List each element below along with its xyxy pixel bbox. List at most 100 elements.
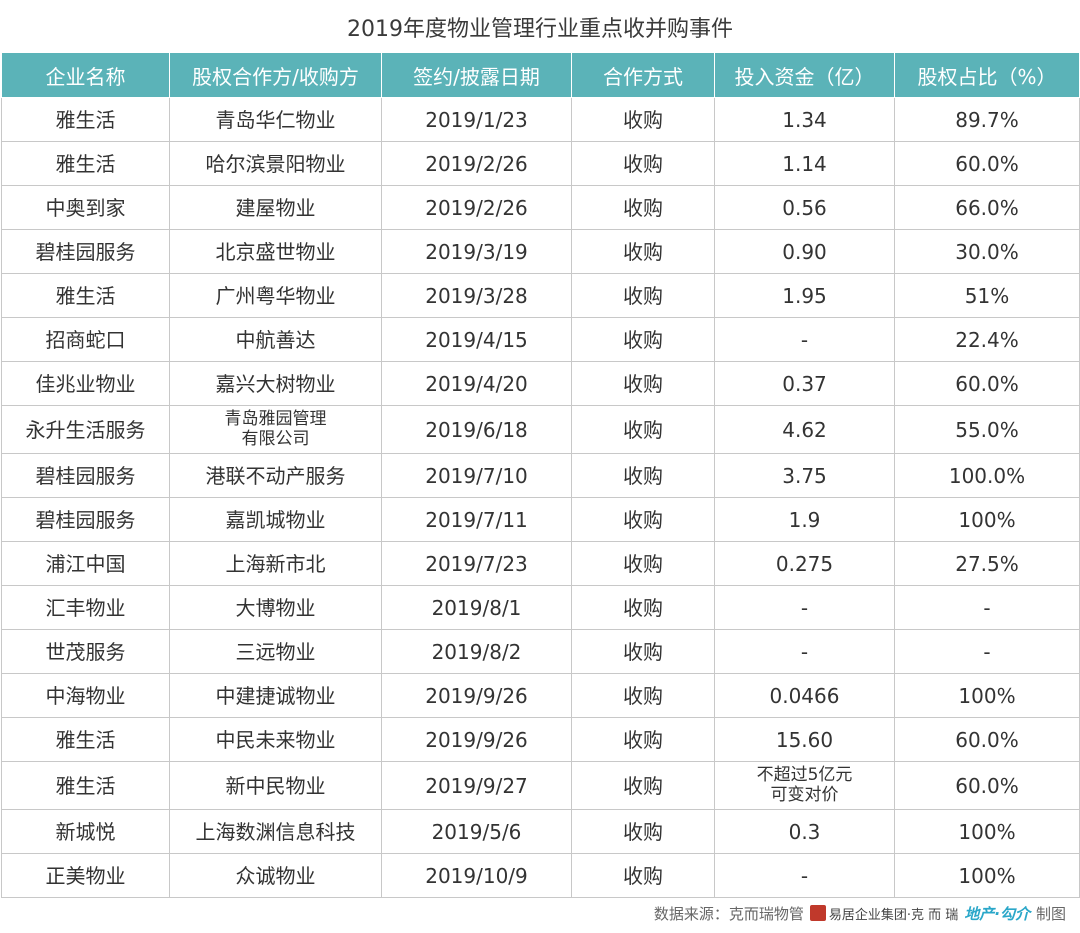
cell-date: 2019/2/26 <box>381 141 572 186</box>
table-row: 新城悦 上海数渊信息科技 2019/5/6 收购 0.3 100% <box>1 809 1080 854</box>
cell-date: 2019/9/26 <box>381 717 572 762</box>
footer: 数据来源：克而瑞物管 易居企业集团·克 而 瑞 地产·勾介 制图 <box>0 898 1080 928</box>
cell-investment: 0.0466 <box>714 673 895 718</box>
cell-equity: 100% <box>894 853 1080 898</box>
table-row: 雅生活 广州粤华物业 2019/3/28 收购 1.95 51% <box>1 273 1080 318</box>
cell-date: 2019/2/26 <box>381 185 572 230</box>
cell-date: 2019/3/19 <box>381 229 572 274</box>
cell-company: 碧桂园服务 <box>1 497 170 542</box>
cell-date: 2019/4/20 <box>381 361 572 406</box>
cell-investment: 0.3 <box>714 809 895 854</box>
cell-equity: 100% <box>894 809 1080 854</box>
cell-company: 永升生活服务 <box>1 405 170 454</box>
table-row: 雅生活 新中民物业 2019/9/27 收购 不超过5亿元 可变对价 60.0% <box>1 761 1080 810</box>
cell-method: 收购 <box>571 761 715 810</box>
cell-company: 新城悦 <box>1 809 170 854</box>
cell-partner: 广州粤华物业 <box>169 273 382 318</box>
cell-equity: 100% <box>894 497 1080 542</box>
table-row: 碧桂园服务 北京盛世物业 2019/3/19 收购 0.90 30.0% <box>1 229 1080 274</box>
cell-company: 雅生活 <box>1 273 170 318</box>
cell-company: 碧桂园服务 <box>1 453 170 498</box>
cell-investment: - <box>714 629 895 674</box>
table-row: 碧桂园服务 嘉凯城物业 2019/7/11 收购 1.9 100% <box>1 497 1080 542</box>
cell-investment: 1.9 <box>714 497 895 542</box>
cell-equity: 51% <box>894 273 1080 318</box>
cell-date: 2019/4/15 <box>381 317 572 362</box>
cell-equity: 89.7% <box>894 97 1080 142</box>
cell-company: 佳兆业物业 <box>1 361 170 406</box>
table-row: 世茂服务 三远物业 2019/8/2 收购 - - <box>1 629 1080 674</box>
cell-equity: 100.0% <box>894 453 1080 498</box>
cell-date: 2019/9/26 <box>381 673 572 718</box>
cell-equity: 60.0% <box>894 761 1080 810</box>
cric-logo: 易居企业集团·克 而 瑞 <box>809 904 959 923</box>
cell-method: 收购 <box>571 317 715 362</box>
cell-method: 收购 <box>571 405 715 454</box>
cell-partner: 青岛雅园管理 有限公司 <box>169 405 382 454</box>
cell-investment: 4.62 <box>714 405 895 454</box>
cell-partner: 中建捷诚物业 <box>169 673 382 718</box>
cell-investment: - <box>714 585 895 630</box>
cric-logo-icon <box>809 905 826 921</box>
cell-date: 2019/7/10 <box>381 453 572 498</box>
cell-method: 收购 <box>571 497 715 542</box>
cell-method: 收购 <box>571 853 715 898</box>
cell-method: 收购 <box>571 141 715 186</box>
cell-company: 正美物业 <box>1 853 170 898</box>
header-method: 合作方式 <box>571 52 715 98</box>
cell-method: 收购 <box>571 361 715 406</box>
header-equity: 股权占比（%） <box>894 52 1080 98</box>
cell-partner: 建屋物业 <box>169 185 382 230</box>
table-row: 正美物业 众诚物业 2019/10/9 收购 -100% <box>1 853 1080 898</box>
cell-partner: 哈尔滨景阳物业 <box>169 141 382 186</box>
cell-equity: 55.0% <box>894 405 1080 454</box>
cell-method: 收购 <box>571 717 715 762</box>
cric-logo-text: 易居企业集团·克 而 瑞 <box>828 907 959 923</box>
header-investment: 投入资金（亿） <box>714 52 895 98</box>
cell-investment: 3.75 <box>714 453 895 498</box>
cell-method: 收购 <box>571 453 715 498</box>
cell-equity: 60.0% <box>894 717 1080 762</box>
table-row: 汇丰物业 大博物业 2019/8/1 收购 - - <box>1 585 1080 630</box>
cell-date: 2019/10/9 <box>381 853 572 898</box>
cell-equity: 60.0% <box>894 141 1080 186</box>
table-row: 雅生活 哈尔滨景阳物业 2019/2/26 收购 1.14 60.0% <box>1 141 1080 186</box>
cell-partner: 大博物业 <box>169 585 382 630</box>
cell-partner: 北京盛世物业 <box>169 229 382 274</box>
cell-partner: 中民未来物业 <box>169 717 382 762</box>
cell-method: 收购 <box>571 273 715 318</box>
cell-method: 收购 <box>571 585 715 630</box>
cell-partner: 青岛华仁物业 <box>169 97 382 142</box>
cell-date: 2019/8/1 <box>381 585 572 630</box>
table-row: 招商蛇口 中航善达 2019/4/15 收购 -22.4% <box>1 317 1080 362</box>
cell-company: 招商蛇口 <box>1 317 170 362</box>
cell-company: 雅生活 <box>1 97 170 142</box>
cell-partner: 中航善达 <box>169 317 382 362</box>
footer-suffix: 制图 <box>1035 904 1066 923</box>
table-row: 中奥到家 建屋物业 2019/2/26 收购 0.56 66.0% <box>1 185 1080 230</box>
table-row: 中海物业 中建捷诚物业 2019/9/26 收购 0.0466 100% <box>1 673 1080 718</box>
cell-company: 中海物业 <box>1 673 170 718</box>
table-title: 2019年度物业管理行业重点收并购事件 <box>347 17 733 42</box>
cell-method: 收购 <box>571 185 715 230</box>
cell-method: 收购 <box>571 97 715 142</box>
cell-investment: - <box>714 853 895 898</box>
cell-method: 收购 <box>571 541 715 586</box>
cell-investment: 1.14 <box>714 141 895 186</box>
cell-equity: 27.5% <box>894 541 1080 586</box>
cell-company: 浦江中国 <box>1 541 170 586</box>
table-row: 永升生活服务 青岛雅园管理 有限公司 2019/6/18 收购 4.62 55.0% <box>1 405 1080 454</box>
cell-investment: 0.90 <box>714 229 895 274</box>
cell-date: 2019/7/23 <box>381 541 572 586</box>
cell-date: 2019/5/6 <box>381 809 572 854</box>
cell-method: 收购 <box>571 809 715 854</box>
header-partner: 股权合作方/收购方 <box>169 52 382 98</box>
source-text: 数据来源：克而瑞物管 <box>653 904 804 923</box>
cell-date: 2019/9/27 <box>381 761 572 810</box>
cell-investment: 1.34 <box>714 97 895 142</box>
cell-equity: 100% <box>894 673 1080 718</box>
cell-partner: 众诚物业 <box>169 853 382 898</box>
cell-method: 收购 <box>571 629 715 674</box>
cell-equity: 66.0% <box>894 185 1080 230</box>
cell-partner: 港联不动产服务 <box>169 453 382 498</box>
